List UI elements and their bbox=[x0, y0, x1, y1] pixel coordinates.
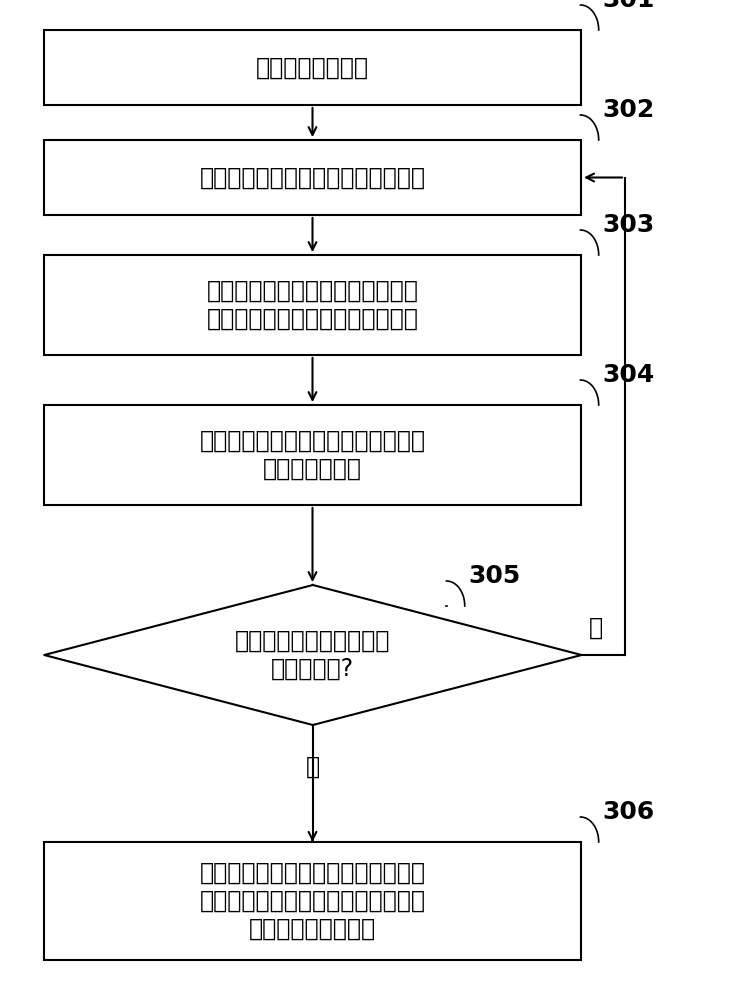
Bar bbox=[44, 842, 581, 960]
Text: 找出相干积分值最大的一个数据比特
序列，将该数据比特序列的相干积分
值送入后续处理环节: 找出相干积分值最大的一个数据比特 序列，将该数据比特序列的相干积分 值送入后续处… bbox=[200, 861, 425, 941]
Text: 是: 是 bbox=[306, 755, 319, 778]
Text: 305: 305 bbox=[469, 564, 520, 588]
Text: 把一个数据比特序列送到相干积分器: 把一个数据比特序列送到相干积分器 bbox=[200, 165, 425, 190]
Text: 否: 否 bbox=[589, 616, 603, 640]
Bar bbox=[44, 255, 581, 355]
Text: 306: 306 bbox=[602, 800, 654, 824]
Text: 301: 301 bbox=[602, 0, 655, 12]
Text: 组成数据比特序列: 组成数据比特序列 bbox=[256, 55, 369, 80]
Text: 302: 302 bbox=[602, 98, 654, 122]
Text: 对每个数据比特做比特内的相关运
算，得到每个数据比特内的相关值: 对每个数据比特做比特内的相关运 算，得到每个数据比特内的相关值 bbox=[207, 279, 418, 331]
Text: 304: 304 bbox=[602, 363, 654, 387]
Bar bbox=[44, 30, 581, 105]
Text: 根据数据比特序列内各数据比特的相
位进行相干积分: 根据数据比特序列内各数据比特的相 位进行相干积分 bbox=[200, 429, 425, 481]
Polygon shape bbox=[44, 585, 582, 725]
Text: 所有数据比特序列都已完
成相干积分?: 所有数据比特序列都已完 成相干积分? bbox=[235, 629, 390, 681]
Bar bbox=[44, 140, 581, 215]
Bar bbox=[44, 405, 581, 505]
Text: 303: 303 bbox=[602, 213, 654, 237]
